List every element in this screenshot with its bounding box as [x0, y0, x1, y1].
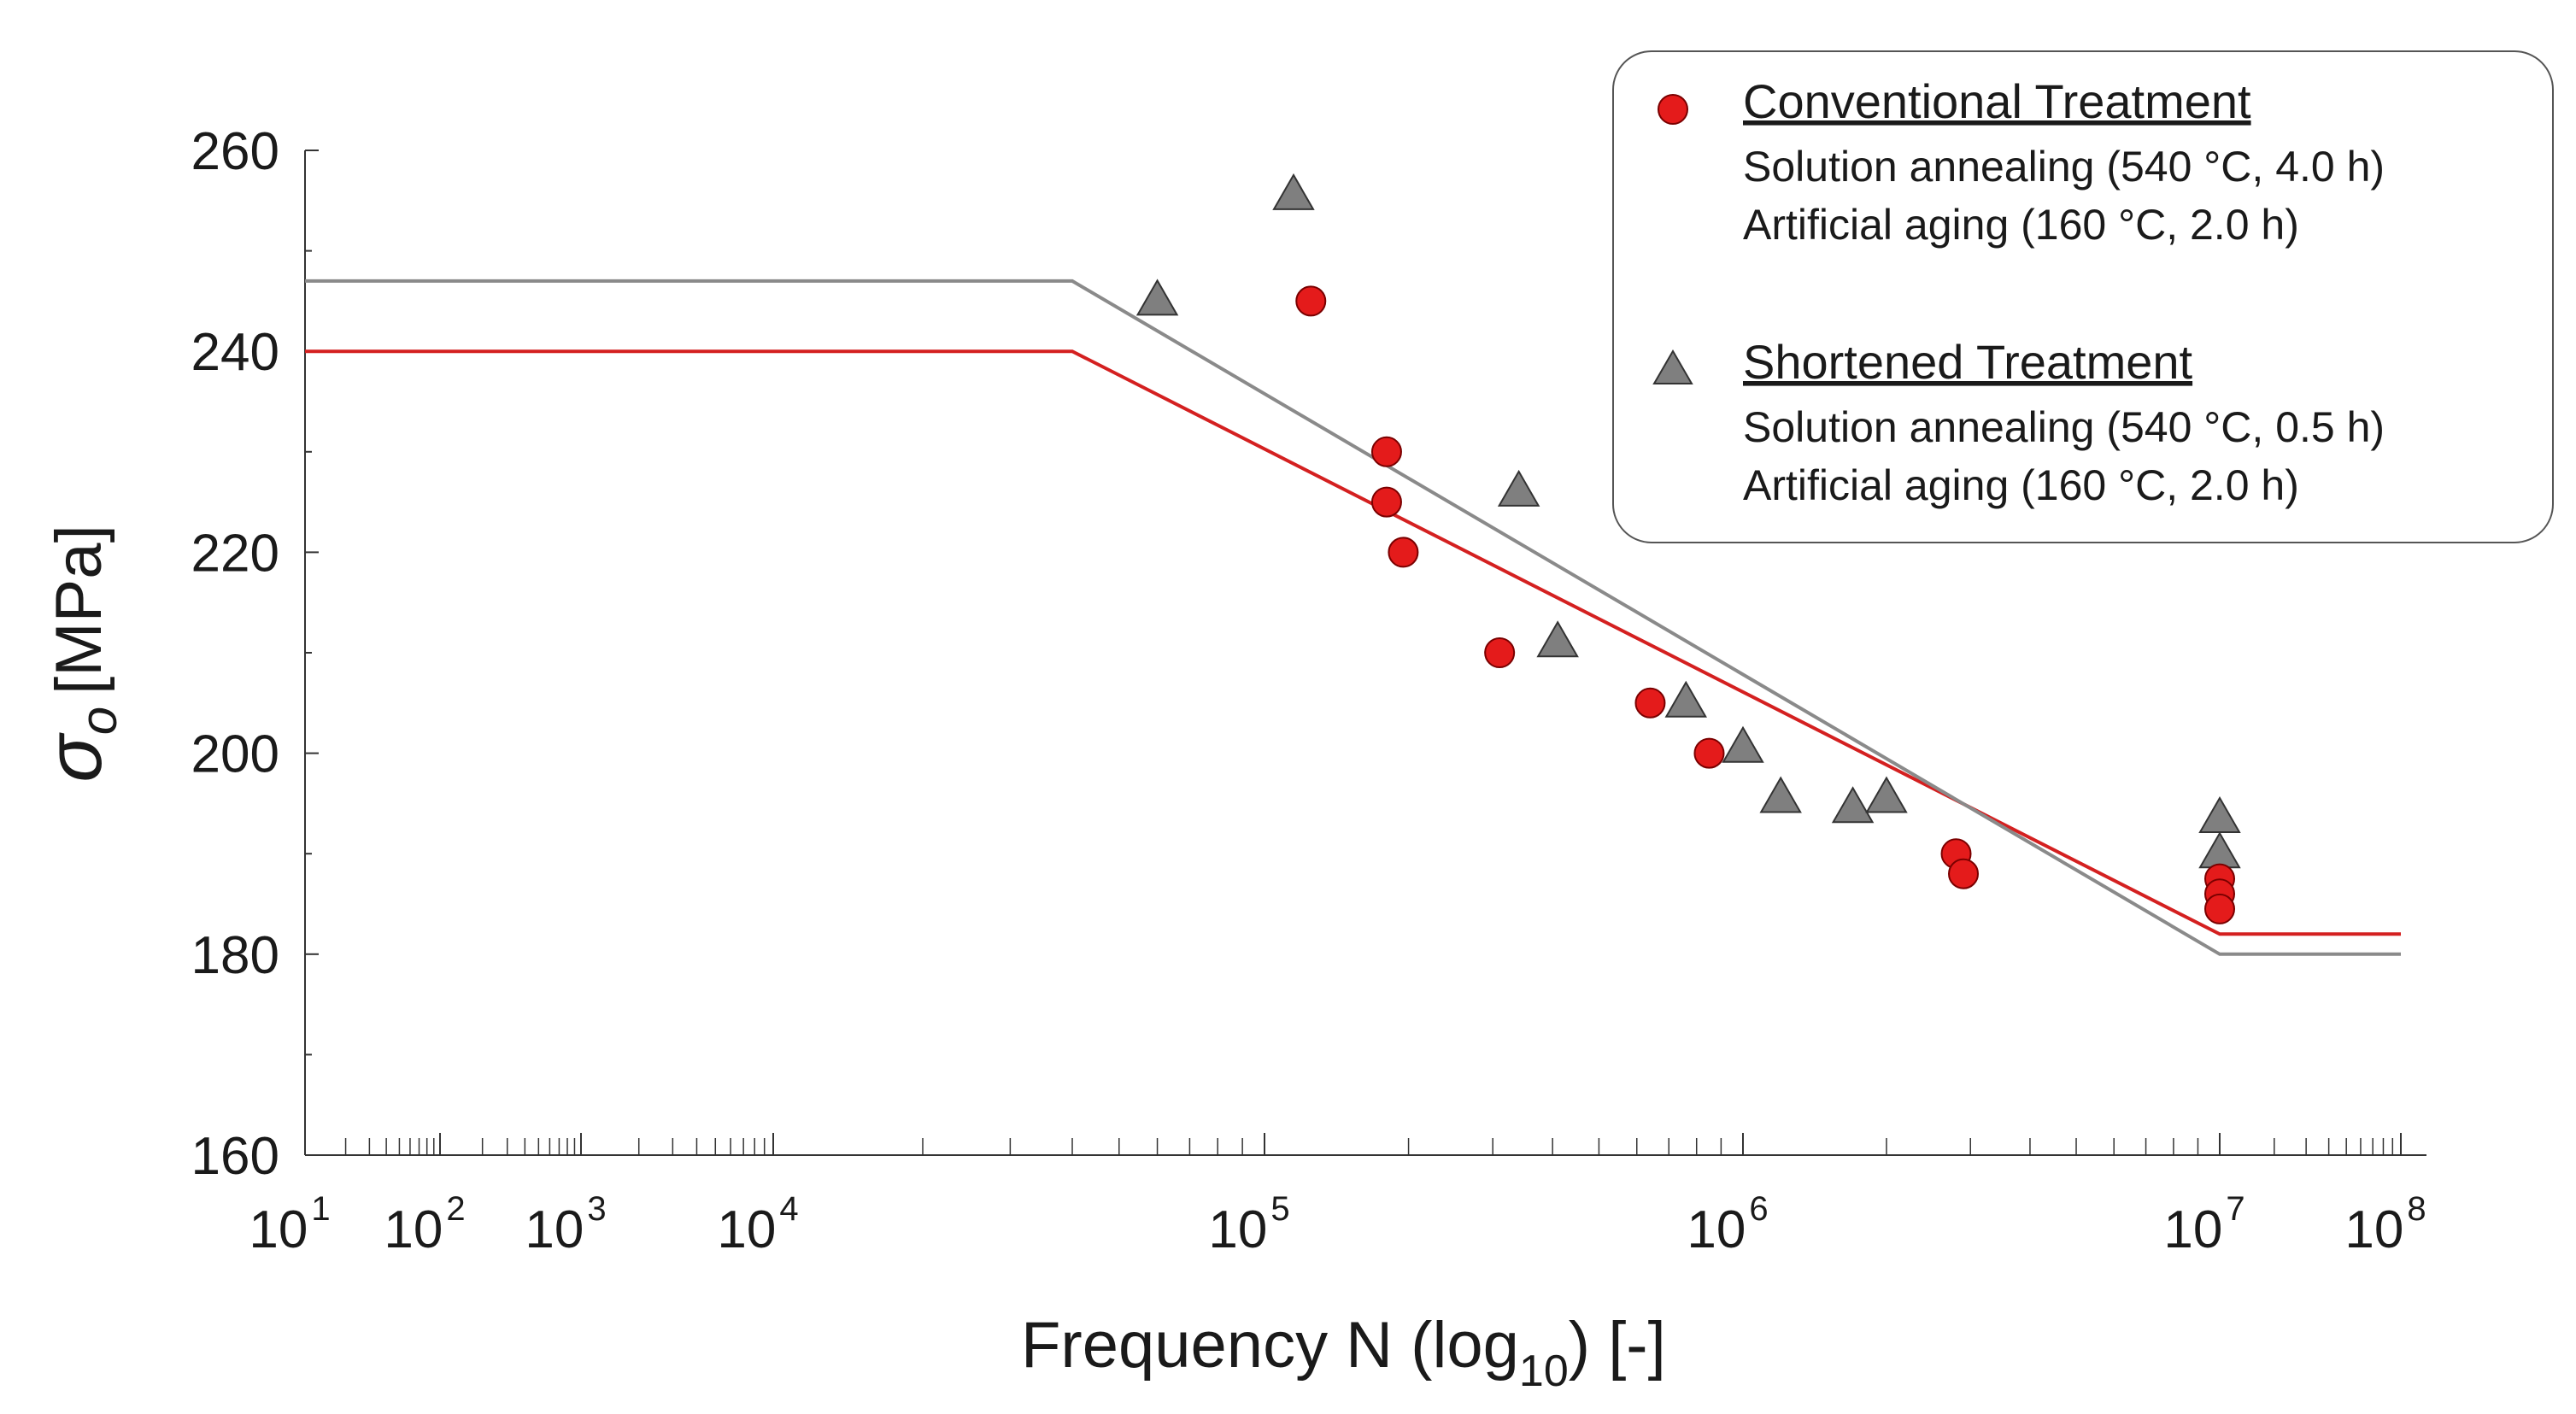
y-tick-label: 160 — [191, 1127, 279, 1186]
data-point-conventional — [1634, 687, 1666, 719]
y-tick-label: 180 — [191, 926, 279, 985]
legend-detail-shortened-1: Solution annealing (540 °C, 0.5 h) — [1743, 403, 2385, 451]
y-axis-title: σo [MPa] — [31, 525, 127, 782]
y-ticks: 160 180 200 220 240 260 — [191, 122, 319, 1186]
x-ticks: 10 1 10 2 10 3 10 4 10 5 10 6 10 7 10 8 — [249, 1133, 2426, 1259]
svg-text:σo[MPa]: σo [MPa] — [31, 525, 127, 782]
data-point-conventional — [1388, 537, 1419, 568]
x-tick-label: 10 4 — [717, 1190, 798, 1259]
legend-detail-conventional-1: Solution annealing (540 °C, 4.0 h) — [1743, 143, 2385, 191]
data-point-conventional — [1370, 436, 1402, 467]
legend-title-shortened: Shortened Treatment — [1743, 335, 2193, 389]
data-point-conventional — [1948, 858, 1980, 889]
x-axis-title-sub: 10 — [1519, 1347, 1569, 1396]
data-point-shortened — [1272, 173, 1315, 210]
x-tick-label: 10 7 — [2163, 1190, 2244, 1259]
data-point-conventional — [1370, 486, 1402, 518]
legend-title-conventional: Conventional Treatment — [1743, 74, 2251, 128]
y-tick-label: 220 — [191, 524, 279, 583]
y-axis-title-sub: o — [70, 707, 127, 735]
data-points — [1135, 173, 2241, 924]
curve-series-0 — [305, 349, 2401, 936]
sn-curves — [305, 279, 2401, 956]
y-tick-label: 240 — [191, 323, 279, 382]
data-point-conventional — [1295, 285, 1327, 317]
data-point-shortened — [1831, 786, 1875, 824]
x-tick-label: 10 3 — [525, 1190, 606, 1259]
legend-detail-shortened-2: Artificial aging (160 °C, 2.0 h) — [1743, 461, 2299, 509]
x-tick-label: 10 5 — [1208, 1190, 1289, 1259]
data-point-shortened — [2198, 831, 2241, 869]
data-point-shortened — [1497, 469, 1540, 507]
legend-detail-conventional-2: Artificial aging (160 °C, 2.0 h) — [1743, 201, 2299, 249]
legend-marker-conventional — [1658, 94, 1688, 125]
x-tick-label: 10 8 — [2344, 1190, 2426, 1259]
y-tick-label: 260 — [191, 122, 279, 181]
x-tick-label: 10 1 — [249, 1190, 330, 1259]
data-point-shortened — [1664, 680, 1707, 718]
x-axis-title: Frequency N (log10) [-] — [1021, 1309, 1666, 1396]
legend-marker-shortened — [1652, 349, 1693, 384]
data-point-shortened — [1865, 776, 1908, 813]
legend: Conventional Treatment Solution annealin… — [1612, 50, 2554, 543]
data-point-shortened — [1722, 725, 1764, 763]
y-axis-title-unit: [MPa] — [43, 525, 115, 695]
x-minor-ticks — [344, 1138, 2394, 1155]
data-point-shortened — [1536, 620, 1579, 658]
data-point-conventional — [2204, 893, 2235, 924]
x-axis-title-main: Frequency N (log — [1021, 1309, 1519, 1382]
data-point-shortened — [1759, 776, 1802, 813]
data-point-shortened — [2198, 796, 2241, 834]
y-tick-label: 200 — [191, 725, 279, 784]
data-point-conventional — [1484, 637, 1516, 668]
x-tick-label: 10 2 — [384, 1190, 465, 1259]
y-axis-title-symbol: σ — [31, 732, 118, 783]
data-point-shortened — [1135, 279, 1179, 316]
x-axis-title-end: ) [-] — [1569, 1309, 1666, 1382]
curve-series-1 — [305, 279, 2401, 956]
x-tick-label: 10 6 — [1687, 1190, 1768, 1259]
data-point-conventional — [1693, 737, 1725, 769]
legend-box — [1612, 50, 2554, 543]
